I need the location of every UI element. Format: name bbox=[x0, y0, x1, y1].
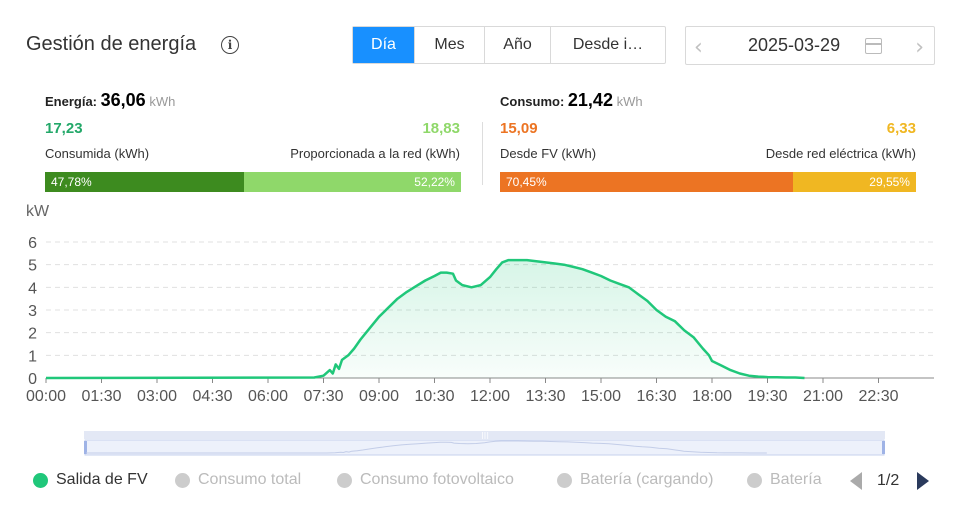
legend-dot bbox=[175, 472, 190, 488]
period-tabs: Día Mes Año Desde i… bbox=[352, 26, 666, 64]
tab-year[interactable]: Año bbox=[485, 27, 551, 63]
tab-since[interactable]: Desde i… bbox=[572, 36, 644, 53]
x-tick-label: 03:00 bbox=[137, 388, 177, 405]
legend-label: Consumo fotovoltaico bbox=[360, 471, 514, 488]
zoom-slider-preview bbox=[86, 440, 767, 454]
consumption-summary: Consumo: 21,42 kWh bbox=[500, 90, 643, 111]
x-tick-label: 00:00 bbox=[26, 388, 66, 405]
consumption-split-bar: 70,45% 29,55% bbox=[500, 172, 916, 192]
x-tick-label: 12:00 bbox=[470, 388, 510, 405]
legend-item-battery[interactable]: Batería bbox=[747, 471, 822, 489]
tab-month[interactable]: Mes bbox=[415, 27, 485, 63]
legend-label: Batería bbox=[770, 471, 822, 488]
date-picker[interactable]: ‹ 2025-03-29 › bbox=[685, 26, 935, 65]
series-line bbox=[45, 258, 805, 380]
x-tick-label: 19:30 bbox=[747, 388, 787, 405]
legend-next-icon[interactable] bbox=[917, 472, 929, 490]
y-tick-label: 5 bbox=[28, 258, 37, 275]
legend-item-pv-consumption[interactable]: Consumo fotovoltaico bbox=[337, 471, 514, 489]
legend-dot bbox=[337, 472, 352, 488]
consumed-value: 17,23 bbox=[45, 120, 83, 137]
zoom-handle-right[interactable] bbox=[882, 441, 885, 454]
calendar-icon[interactable] bbox=[865, 38, 882, 54]
y-tick-label: 6 bbox=[28, 235, 37, 252]
consumed-label: Consumida (kWh) bbox=[45, 146, 150, 161]
x-tick-label: 15:00 bbox=[581, 388, 621, 405]
y-axis-label: kW bbox=[26, 203, 50, 220]
x-tick-label: 06:00 bbox=[248, 388, 288, 405]
legend-item-total-consumption[interactable]: Consumo total bbox=[175, 471, 301, 489]
zoom-slider-top[interactable] bbox=[84, 431, 885, 439]
power-chart: kW 0 1 2 3 4 5 6 00:00 01:30 03:00 04:30 06:00 07:3… bbox=[26, 203, 934, 456]
pv-consumption-percent: 70,45% bbox=[500, 172, 794, 192]
slider-grip-icon[interactable]: ||| bbox=[481, 431, 489, 440]
legend-item-battery-charging[interactable]: Batería (cargando) bbox=[557, 471, 713, 489]
legend-dot bbox=[557, 472, 572, 488]
energy-total: 36,06 bbox=[100, 90, 146, 110]
info-icon[interactable]: i bbox=[221, 36, 239, 54]
x-tick-label: 10:30 bbox=[414, 388, 454, 405]
legend-label: Salida de FV bbox=[56, 471, 148, 488]
chevron-right-icon[interactable]: › bbox=[915, 35, 924, 60]
panel-divider bbox=[482, 122, 483, 185]
x-tick-label: 21:00 bbox=[803, 388, 843, 405]
x-tick-label: 01:30 bbox=[81, 388, 121, 405]
date-value[interactable]: 2025-03-29 bbox=[748, 35, 841, 55]
x-tick-label: 18:00 bbox=[692, 388, 732, 405]
legend-dot bbox=[747, 472, 762, 488]
grid-fed-percent: 52,22% bbox=[243, 172, 461, 192]
legend-prev-icon[interactable] bbox=[850, 472, 862, 490]
series-area bbox=[46, 260, 805, 378]
legend-label: Batería (cargando) bbox=[580, 471, 714, 488]
grid-consumption-label: Desde red eléctrica (kWh) bbox=[765, 146, 916, 161]
y-tick-label: 1 bbox=[28, 348, 37, 365]
consumption-total: 21,42 bbox=[567, 90, 613, 110]
legend-dot bbox=[33, 472, 48, 488]
pv-consumption-value: 15,09 bbox=[500, 120, 538, 137]
y-tick-label: 2 bbox=[28, 326, 37, 343]
x-tick-label: 04:30 bbox=[192, 388, 232, 405]
zoom-handle-left[interactable] bbox=[84, 441, 87, 454]
consumption-label: Consumo: bbox=[500, 94, 565, 109]
legend-item-pv-output[interactable]: Salida de FV bbox=[33, 471, 148, 489]
page-title: Gestión de energía bbox=[26, 33, 197, 55]
energy-summary: Energía: 36,06 kWh bbox=[45, 90, 175, 111]
y-tick-label: 3 bbox=[28, 303, 37, 320]
tab-day[interactable]: Día bbox=[353, 27, 415, 63]
energy-split-bar: 47,78% 52,22% bbox=[45, 172, 461, 192]
pv-consumption-label: Desde FV (kWh) bbox=[500, 146, 597, 161]
x-tick-label: 16:30 bbox=[636, 388, 676, 405]
consumption-unit: kWh bbox=[616, 94, 643, 109]
grid-fed-value: 18,83 bbox=[422, 120, 460, 137]
x-tick-label: 07:30 bbox=[303, 388, 343, 405]
energy-unit: kWh bbox=[149, 94, 176, 109]
x-tick-label: 22:30 bbox=[858, 388, 898, 405]
y-tick-label: 0 bbox=[28, 371, 37, 388]
legend-pager: 1/2 bbox=[877, 472, 900, 489]
legend-label: Consumo total bbox=[198, 471, 302, 488]
energy-label: Energía: bbox=[45, 94, 98, 109]
y-tick-label: 4 bbox=[28, 280, 37, 297]
consumed-percent: 47,78% bbox=[45, 172, 244, 192]
grid-fed-label: Proporcionada a la red (kWh) bbox=[290, 146, 460, 161]
chevron-left-icon[interactable]: ‹ bbox=[694, 35, 703, 60]
grid-consumption-value: 6,33 bbox=[886, 120, 916, 137]
grid-consumption-percent: 29,55% bbox=[793, 172, 916, 192]
x-tick-label: 09:00 bbox=[359, 388, 399, 405]
x-tick-label: 13:30 bbox=[525, 388, 565, 405]
